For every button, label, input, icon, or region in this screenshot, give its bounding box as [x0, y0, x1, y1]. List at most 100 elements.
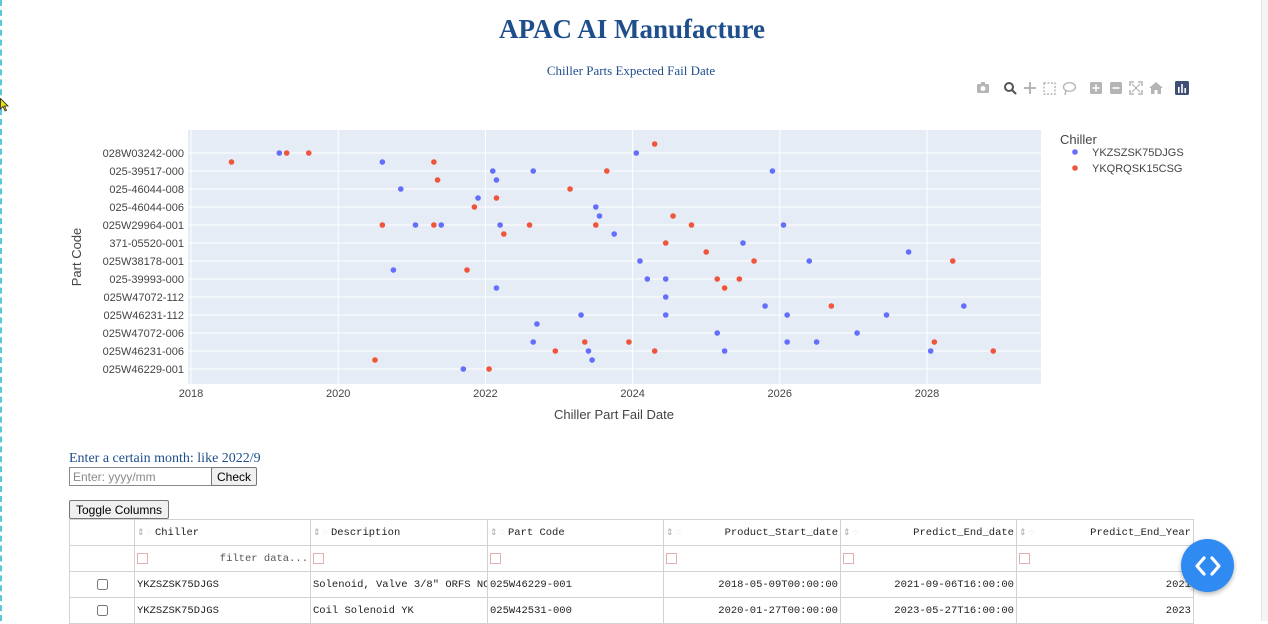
legend-item-label[interactable]: YKQRQSK15CSG	[1092, 163, 1182, 175]
data-point[interactable]	[497, 222, 503, 228]
column-header-predict-end-year[interactable]: ⇕ ◌ Predict_End_Year	[1017, 520, 1194, 545]
data-point[interactable]	[714, 330, 721, 336]
data-point[interactable]	[784, 312, 790, 318]
filter-cell-chiller[interactable]: filter data...	[135, 546, 311, 571]
data-point[interactable]	[662, 294, 669, 300]
data-point[interactable]	[780, 222, 787, 228]
data-point[interactable]	[486, 366, 492, 372]
hide-column-icon[interactable]: ◌	[322, 527, 328, 538]
sort-icon[interactable]: ⇕	[843, 527, 851, 538]
filter-case-toggle[interactable]	[490, 553, 501, 564]
data-point[interactable]	[883, 312, 890, 318]
data-point[interactable]	[651, 348, 658, 354]
filter-case-toggle[interactable]	[313, 553, 324, 564]
data-point[interactable]	[593, 204, 599, 210]
data-point[interactable]	[431, 222, 437, 228]
data-point[interactable]	[530, 168, 537, 174]
data-point[interactable]	[379, 222, 386, 228]
sort-icon[interactable]: ⇕	[137, 527, 145, 538]
data-point[interactable]	[475, 195, 481, 201]
filter-case-toggle[interactable]	[1019, 553, 1030, 564]
data-point[interactable]	[662, 276, 669, 282]
data-point[interactable]	[501, 231, 507, 237]
filter-case-toggle[interactable]	[843, 553, 854, 564]
data-point[interactable]	[703, 249, 709, 255]
data-point[interactable]	[585, 348, 592, 354]
data-point[interactable]	[534, 321, 540, 327]
row-select-checkbox[interactable]	[96, 579, 108, 590]
data-point[interactable]	[589, 357, 595, 363]
data-point[interactable]	[379, 159, 386, 165]
data-point[interactable]	[828, 303, 835, 309]
filter-cell-part-code[interactable]	[488, 546, 664, 571]
data-point[interactable]	[769, 168, 776, 174]
reset-axes-icon[interactable]	[1149, 82, 1163, 94]
data-point[interactable]	[762, 303, 768, 309]
hide-column-icon[interactable]: ◌	[852, 527, 858, 538]
data-point[interactable]	[283, 150, 290, 156]
autoscale-icon[interactable]	[1129, 81, 1143, 95]
plotly-logo-icon[interactable]	[1175, 81, 1189, 95]
month-input[interactable]	[69, 467, 213, 486]
box-select-icon[interactable]	[1043, 82, 1056, 95]
data-point[interactable]	[604, 168, 610, 174]
data-point[interactable]	[854, 330, 860, 336]
zoom-out-icon[interactable]	[1110, 82, 1122, 94]
data-point[interactable]	[471, 204, 478, 210]
filter-case-toggle[interactable]	[666, 553, 677, 564]
chart-legend[interactable]: Chiller YKZSZSK75DJGS YKQRQSK15CSG	[1060, 132, 1184, 175]
vertical-scrollbar[interactable]	[1261, 0, 1268, 621]
data-point[interactable]	[688, 222, 695, 228]
code-toggle-button[interactable]	[1181, 539, 1234, 592]
column-header-predict-end-date[interactable]: ⇕ ◌ Predict_End_date	[841, 520, 1017, 545]
data-point[interactable]	[626, 339, 632, 345]
data-point[interactable]	[990, 348, 997, 354]
table-row[interactable]: YKZSZSK75DJGS Coil Solenoid YK 025W42531…	[69, 598, 1194, 624]
data-point[interactable]	[670, 213, 676, 219]
data-point[interactable]	[493, 177, 500, 183]
data-point[interactable]	[397, 186, 404, 192]
chart-modebar[interactable]	[977, 81, 1189, 96]
row-select-checkbox[interactable]	[96, 605, 108, 616]
data-point[interactable]	[390, 267, 397, 273]
data-point[interactable]	[931, 339, 938, 345]
data-points[interactable]	[228, 141, 997, 372]
table-row[interactable]: YKZSZSK75DJGS Solenoid, Valve 3/8" ORFS …	[69, 572, 1194, 598]
data-point[interactable]	[927, 348, 934, 354]
camera-icon[interactable]	[977, 82, 989, 93]
data-point[interactable]	[651, 141, 658, 147]
data-point[interactable]	[813, 339, 820, 345]
data-point[interactable]	[228, 159, 235, 165]
data-point[interactable]	[464, 267, 470, 273]
data-point[interactable]	[581, 339, 588, 345]
fail-date-scatter-chart[interactable]: Chiller Parts Expected Fail Date	[60, 58, 1210, 428]
data-point[interactable]	[460, 366, 467, 372]
hide-column-icon[interactable]: ◌	[675, 527, 681, 538]
data-point[interactable]	[784, 339, 790, 345]
data-point[interactable]	[721, 285, 728, 291]
check-button[interactable]: Check	[211, 467, 258, 486]
data-point[interactable]	[751, 258, 757, 264]
data-point[interactable]	[949, 258, 956, 264]
data-point[interactable]	[644, 276, 651, 282]
hide-column-icon[interactable]: ◌	[1028, 527, 1034, 538]
data-point[interactable]	[714, 276, 721, 282]
sort-icon[interactable]: ⇕	[313, 527, 321, 538]
data-point[interactable]	[662, 240, 669, 246]
sort-icon[interactable]: ⇕	[1019, 527, 1027, 538]
data-point[interactable]	[489, 168, 496, 174]
data-point[interactable]	[611, 231, 617, 237]
lasso-select-icon[interactable]	[1062, 81, 1077, 96]
data-point[interactable]	[276, 150, 283, 156]
data-point[interactable]	[305, 150, 312, 156]
data-point[interactable]	[372, 357, 378, 363]
data-point[interactable]	[905, 249, 912, 255]
filter-cell-description[interactable]	[311, 546, 488, 571]
zoom-in-icon[interactable]	[1090, 82, 1102, 94]
data-point[interactable]	[637, 258, 643, 264]
data-point[interactable]	[633, 150, 640, 156]
hide-column-icon[interactable]: ◌	[146, 527, 152, 538]
data-point[interactable]	[578, 312, 584, 318]
data-point[interactable]	[431, 159, 437, 165]
data-point[interactable]	[434, 177, 441, 183]
